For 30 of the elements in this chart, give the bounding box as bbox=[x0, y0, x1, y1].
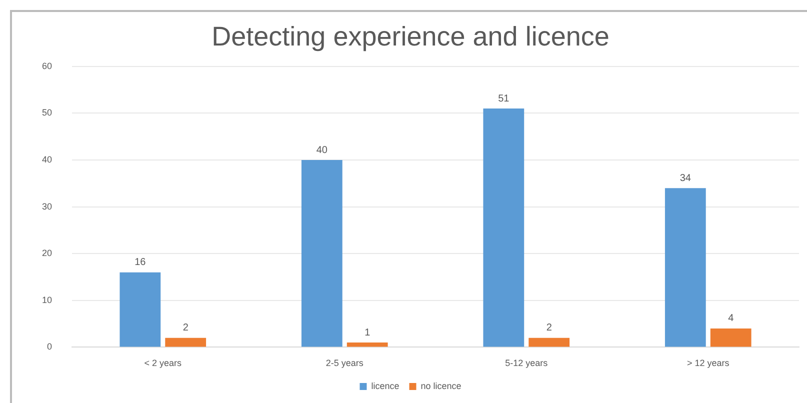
y-tick-label: 50 bbox=[42, 108, 52, 118]
bar bbox=[528, 338, 570, 347]
y-tick-label: 0 bbox=[46, 342, 52, 352]
data-label: 34 bbox=[680, 172, 692, 184]
bar bbox=[346, 342, 388, 347]
data-label: 2 bbox=[182, 322, 189, 334]
data-label: 2 bbox=[546, 322, 552, 334]
y-tick-label: 30 bbox=[42, 201, 52, 212]
bar bbox=[483, 108, 524, 347]
bar bbox=[120, 272, 161, 347]
x-tick-label: 2-5 years bbox=[326, 358, 364, 368]
y-tick-label: 40 bbox=[42, 154, 52, 164]
x-tick-label: > 12 years bbox=[686, 358, 730, 368]
y-tick-label: 20 bbox=[42, 248, 52, 258]
y-tick-label: 10 bbox=[42, 294, 52, 305]
legend-label: licence bbox=[371, 380, 400, 391]
x-tick-label: 5-12 years bbox=[505, 358, 548, 368]
bar bbox=[664, 188, 706, 347]
data-label: 51 bbox=[498, 93, 510, 104]
data-label: 16 bbox=[134, 257, 146, 268]
y-tick-label: 60 bbox=[42, 60, 52, 71]
x-tick-label: < 2 years bbox=[144, 358, 182, 368]
bar bbox=[710, 328, 752, 347]
bar bbox=[165, 338, 206, 347]
data-label: 4 bbox=[728, 313, 734, 324]
bar bbox=[301, 160, 342, 347]
legend-label: no licence bbox=[420, 380, 462, 391]
data-label: 40 bbox=[316, 144, 328, 156]
chart-title: Detecting experience and licence bbox=[212, 22, 610, 52]
data-label: 1 bbox=[364, 327, 371, 338]
